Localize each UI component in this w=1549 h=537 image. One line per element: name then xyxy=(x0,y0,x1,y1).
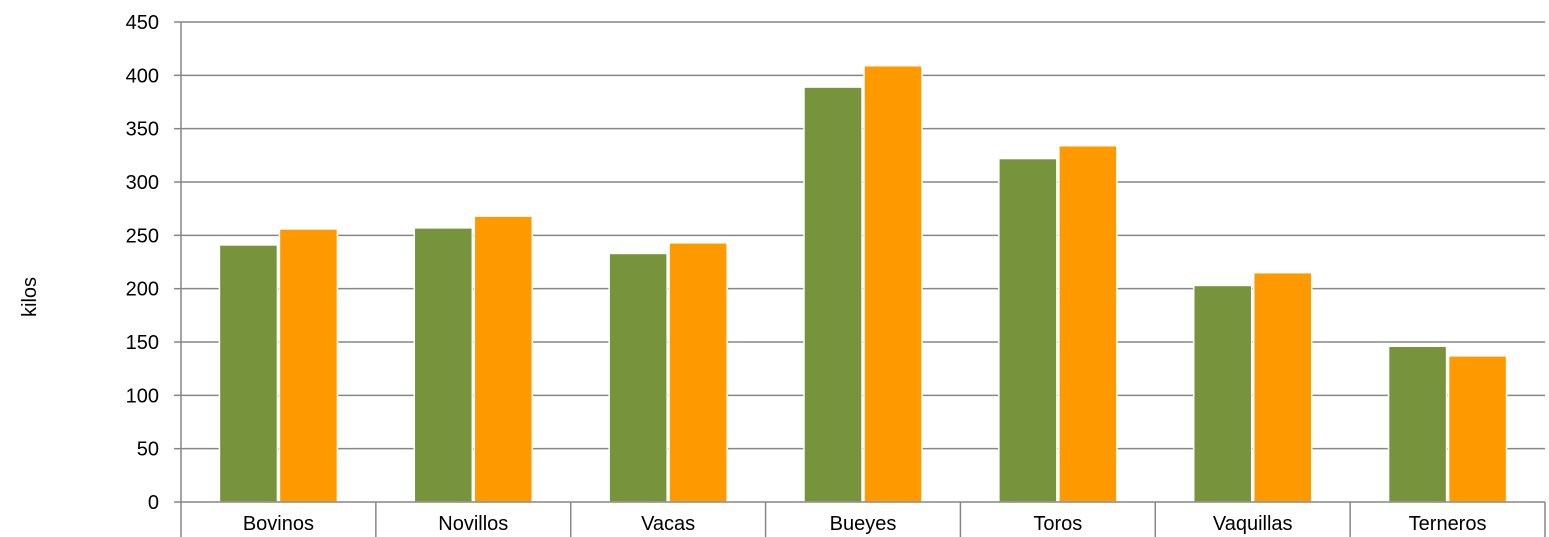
y-tick-labels: 0 50 100 150 200 250 300 350 400 450 xyxy=(126,12,159,514)
y-tick-label: 100 xyxy=(126,385,159,407)
gridlines xyxy=(181,21,1545,450)
x-category-label: Vaquillas xyxy=(1213,513,1293,535)
bar-series-2 xyxy=(1252,271,1313,503)
y-tick-label: 350 xyxy=(126,119,159,141)
y-tick-label: 400 xyxy=(126,65,159,87)
y-tick-label: 0 xyxy=(148,492,159,514)
x-category-labels: Bovinos Novillos Vacas Bueyes Toros Vaquillas… xyxy=(243,513,1487,535)
y-tick-label: 450 xyxy=(126,12,159,34)
x-category-label: Vacas xyxy=(641,513,695,535)
bar-series-2 xyxy=(863,64,923,503)
bar-series-1 xyxy=(608,252,668,503)
y-tick-label: 150 xyxy=(126,332,159,354)
bar-series-2 xyxy=(668,242,728,503)
y-axis-title: kilos xyxy=(19,277,41,317)
bar-series-1 xyxy=(998,157,1058,503)
axes xyxy=(174,21,1546,537)
bar-series-2 xyxy=(1058,144,1118,503)
bar-series-1 xyxy=(1387,345,1448,503)
bar-series-1 xyxy=(803,86,863,503)
bar-series-2 xyxy=(278,228,339,503)
bar-series-2 xyxy=(473,215,534,503)
y-tick-label: 200 xyxy=(126,279,159,301)
x-category-label: Novillos xyxy=(438,513,508,535)
bars xyxy=(218,64,1508,503)
y-tick-label: 250 xyxy=(126,225,159,247)
x-category-label: Toros xyxy=(1033,513,1082,535)
y-tick-label: 50 xyxy=(137,439,159,461)
bar-series-1 xyxy=(413,227,474,503)
bar-series-1 xyxy=(218,244,279,503)
bar-series-1 xyxy=(1192,284,1253,503)
x-category-label: Bovinos xyxy=(243,513,314,535)
y-tick-label: 300 xyxy=(126,172,159,194)
bar-series-2 xyxy=(1447,355,1508,503)
x-category-label: Terneros xyxy=(1409,513,1487,535)
x-category-label: Bueyes xyxy=(830,513,897,535)
